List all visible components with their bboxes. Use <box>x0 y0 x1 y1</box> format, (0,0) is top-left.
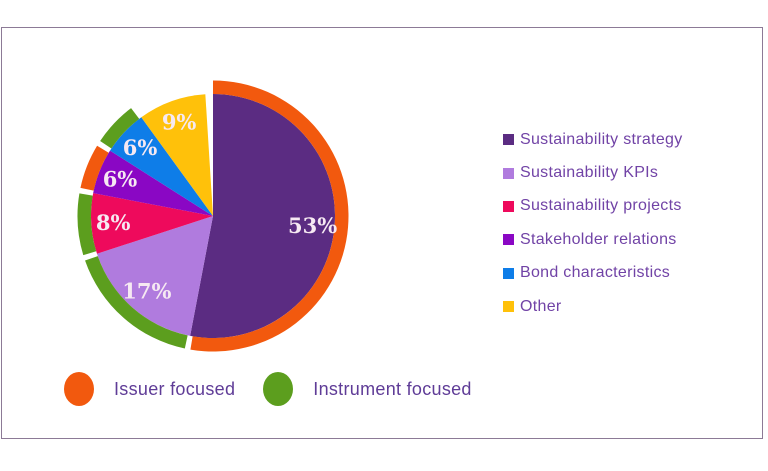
legend-swatch-icon <box>503 167 514 179</box>
pie-slice-stakeholder-relations <box>93 150 213 216</box>
pie-label-stakeholder-relations: 6% <box>103 167 138 192</box>
focus-ring-arc-sustainability-kpis <box>85 256 188 349</box>
pie-label-other: 9% <box>162 109 197 134</box>
pie-label-sustainability-kpis: 17% <box>122 279 171 304</box>
legend-label: Stakeholder relations <box>520 230 677 248</box>
legend-swatch-icon <box>503 234 514 246</box>
legend-item-sustainability-kpis: Sustainability KPIs <box>503 156 683 189</box>
legend-item-bond-characteristics: Bond characteristics <box>503 257 683 290</box>
pie-slice-other <box>141 94 213 216</box>
legend-label: Bond characteristics <box>520 264 671 282</box>
pie-slice-bond-characteristics <box>109 117 213 216</box>
focus-legend-item-issuer: Issuer focused <box>64 372 235 406</box>
legend-label: Sustainability projects <box>520 197 682 215</box>
legend-swatch-icon <box>503 267 514 279</box>
focus-ring-arc-sustainability-projects <box>77 193 97 256</box>
pie-slice-sustainability-kpis <box>96 216 213 336</box>
issuer-focused-dot-icon <box>64 372 94 406</box>
focus-legend-label: Instrument focused <box>313 378 472 399</box>
instrument-focused-dot-icon <box>263 372 294 406</box>
pie-label-bond-characteristics: 6% <box>123 135 158 160</box>
legend-item-stakeholder-relations: Stakeholder relations <box>503 223 683 256</box>
focus-legend-item-instrument: Instrument focused <box>263 372 471 406</box>
pie-label-sustainability-projects: 8% <box>96 210 131 235</box>
legend-item-other: Other <box>503 290 683 323</box>
focus-ring-arc-bond-characteristics <box>100 108 140 149</box>
legend-item-sustainability-strategy: Sustainability strategy <box>503 123 683 156</box>
category-legend: Sustainability strategy Sustainability KP… <box>503 123 683 323</box>
pie-slice-sustainability-strategy <box>190 93 336 339</box>
legend-swatch-icon <box>503 134 514 146</box>
focus-legend-label: Issuer focused <box>114 378 236 399</box>
legend-item-sustainability-projects: Sustainability projects <box>503 190 683 223</box>
pie-label-sustainability-strategy: 53% <box>288 213 337 238</box>
legend-swatch-icon <box>503 200 514 212</box>
focus-legend: Issuer focused Instrument focused <box>64 372 500 406</box>
focus-ring-arc-stakeholder-relations <box>80 145 109 191</box>
legend-label: Other <box>520 297 562 315</box>
legend-swatch-icon <box>503 301 514 313</box>
legend-label: Sustainability KPIs <box>520 164 659 182</box>
legend-label: Sustainability strategy <box>520 130 683 148</box>
pie-slice-sustainability-projects <box>91 193 213 254</box>
